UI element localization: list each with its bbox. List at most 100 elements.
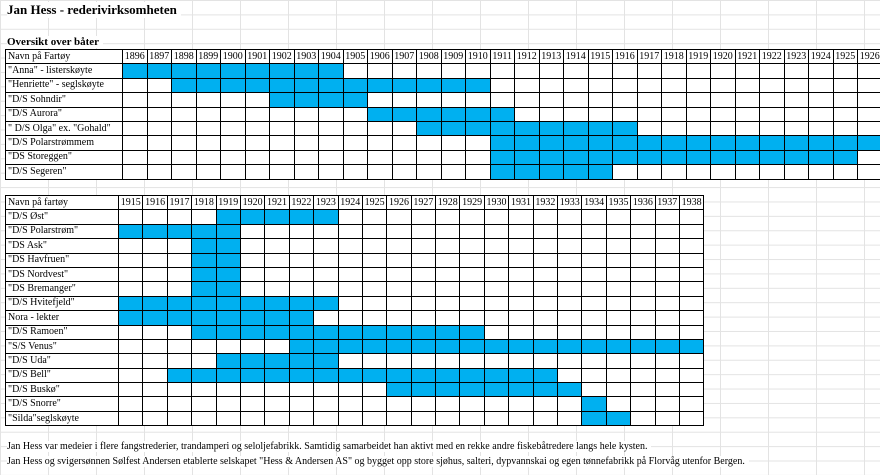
year-cell <box>685 77 711 94</box>
year-header: 1916 <box>612 48 638 65</box>
boat-name: "D/S Bell" <box>5 367 119 384</box>
boat-row: "D/S Segeren" <box>5 164 880 180</box>
year-cell <box>166 209 193 225</box>
year-cell <box>337 382 363 398</box>
year-cell <box>654 396 680 412</box>
boat-row: "Anna" - listerskøyte <box>5 63 880 79</box>
year-cell <box>122 77 148 94</box>
year-cell <box>146 149 172 166</box>
year-cell <box>142 396 168 412</box>
year-cell <box>605 382 632 398</box>
active-year-cell <box>367 77 393 94</box>
year-cell <box>337 396 363 412</box>
year-cell <box>685 164 711 180</box>
year-cell <box>293 149 319 166</box>
year-cell <box>654 238 680 254</box>
boat-name: "S/S Venus" <box>5 338 119 355</box>
year-cell <box>337 209 363 225</box>
year-cell <box>532 252 559 268</box>
boats-table-2: Navn på fartøy 1915 1916 1917 1918 1919 1920 19… <box>5 194 705 427</box>
year-cell <box>630 281 656 297</box>
boat-name: "D/S Sohndir" <box>5 92 123 108</box>
year-cell <box>410 310 437 326</box>
active-year-cell <box>288 353 315 369</box>
year-header: 1921 <box>264 194 290 211</box>
year-header: 1924 <box>808 48 834 65</box>
year-cell <box>508 324 534 340</box>
year-cell <box>678 281 705 297</box>
active-year-cell <box>142 310 168 326</box>
active-year-cell <box>685 135 711 151</box>
year-header: 1920 <box>710 48 736 65</box>
year-cell <box>195 106 221 122</box>
year-cell <box>678 396 705 412</box>
active-year-cell <box>489 120 515 137</box>
active-year-cell <box>195 63 221 79</box>
year-cell <box>654 281 680 297</box>
active-year-cell <box>361 338 388 355</box>
year-cell <box>678 238 705 254</box>
year-cell <box>459 238 485 254</box>
year-header: 1938 <box>678 194 705 211</box>
year-cell <box>166 252 193 268</box>
year-cell <box>391 149 417 166</box>
active-year-cell <box>386 367 412 384</box>
year-cell <box>532 396 559 412</box>
year-cell <box>391 63 417 79</box>
year-cell <box>557 410 583 427</box>
year-cell <box>361 295 388 312</box>
year-cell <box>386 209 412 225</box>
active-year-cell <box>630 338 656 355</box>
active-year-cell <box>465 106 491 122</box>
active-year-cell <box>293 92 319 108</box>
year-cell <box>122 120 148 137</box>
year-cell <box>288 382 315 398</box>
year-cell <box>759 106 785 122</box>
year-cell <box>337 238 363 254</box>
year-cell <box>288 266 315 283</box>
year-cell <box>605 252 632 268</box>
year-cell <box>587 77 613 94</box>
year-cell <box>288 252 315 268</box>
year-cell <box>440 92 466 108</box>
year-cell <box>146 77 172 94</box>
active-year-cell <box>313 209 339 225</box>
year-cell <box>117 238 144 254</box>
year-cell <box>171 149 197 166</box>
year-cell <box>832 120 858 137</box>
year-cell <box>630 223 656 240</box>
year-cell <box>557 295 583 312</box>
active-year-cell <box>313 338 339 355</box>
year-cell <box>581 353 607 369</box>
year-cell <box>146 120 172 137</box>
active-year-cell <box>483 382 510 398</box>
year-cell <box>685 63 711 79</box>
year-cell <box>612 92 638 108</box>
year-cell <box>857 149 880 166</box>
active-year-cell <box>661 135 687 151</box>
year-cell <box>857 106 880 122</box>
boat-row: "D/S Sohndir" <box>5 92 880 108</box>
boat-name: "D/S Snorre" <box>5 396 119 412</box>
year-cell <box>508 252 534 268</box>
active-year-cell <box>215 367 241 384</box>
year-cell <box>166 410 193 427</box>
year-header: 1918 <box>661 48 687 65</box>
year-header: 1910 <box>465 48 491 65</box>
year-cell <box>557 223 583 240</box>
active-year-cell <box>685 149 711 166</box>
year-cell <box>832 92 858 108</box>
year-cell <box>288 238 315 254</box>
active-year-cell <box>710 135 736 151</box>
year-cell <box>459 281 485 297</box>
active-year-cell <box>288 310 315 326</box>
year-cell <box>605 281 632 297</box>
year-header: 1926 <box>386 194 412 211</box>
column-header-name: Navn på fartøy <box>5 194 119 211</box>
boat-row: "D/S Buskø" <box>5 382 705 398</box>
year-cell <box>630 396 656 412</box>
active-year-cell <box>636 149 662 166</box>
year-cell <box>514 63 540 79</box>
year-cell <box>435 223 461 240</box>
year-cell <box>808 106 834 122</box>
